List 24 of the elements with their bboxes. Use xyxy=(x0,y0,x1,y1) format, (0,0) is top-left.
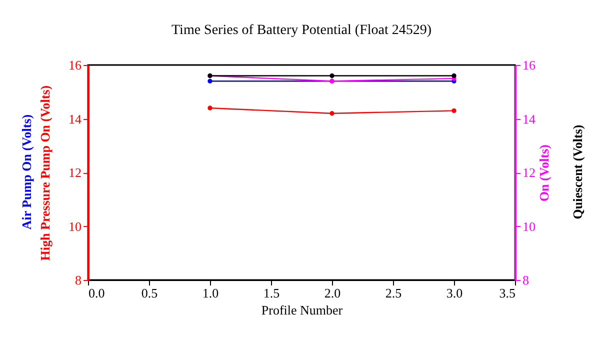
x-tick-label: 3.0 xyxy=(446,286,463,300)
y2-tick-label: 10 xyxy=(522,218,536,234)
x-axis-title: Profile Number xyxy=(261,302,344,318)
x-tick-label: 3.5 xyxy=(499,286,516,300)
x-tick-label: 2.0 xyxy=(324,286,341,300)
y-tick-label: 8 xyxy=(75,272,82,288)
text: Air Pump On (Volts) xyxy=(19,114,35,230)
text: High Pressure Pump On (Volts) xyxy=(38,85,52,261)
chart-title: Time Series of Battery Potential (Float 24529) xyxy=(171,23,432,38)
x-tick-label: 0.5 xyxy=(141,286,158,300)
y-tick-label: 12 xyxy=(68,165,82,180)
x-tick-label: 1.5 xyxy=(263,286,280,300)
legend-label: On (Volts) xyxy=(536,144,552,202)
y2-tick-label: 14 xyxy=(522,111,536,126)
y2-tick-label: 8 xyxy=(522,272,529,288)
x-tick-label: 1.0 xyxy=(202,286,219,300)
y-tick-label: 16 xyxy=(68,58,82,72)
y2-tick-label: 12 xyxy=(522,165,536,180)
y2-tick-label: 16 xyxy=(522,58,536,72)
y-tick-label: 10 xyxy=(68,218,82,234)
y-tick-label: 14 xyxy=(68,111,82,126)
text: Quiescent (Volts) xyxy=(570,124,586,220)
x-tick-label: 0.0 xyxy=(88,286,105,300)
x-tick-label: 2.5 xyxy=(385,286,402,300)
